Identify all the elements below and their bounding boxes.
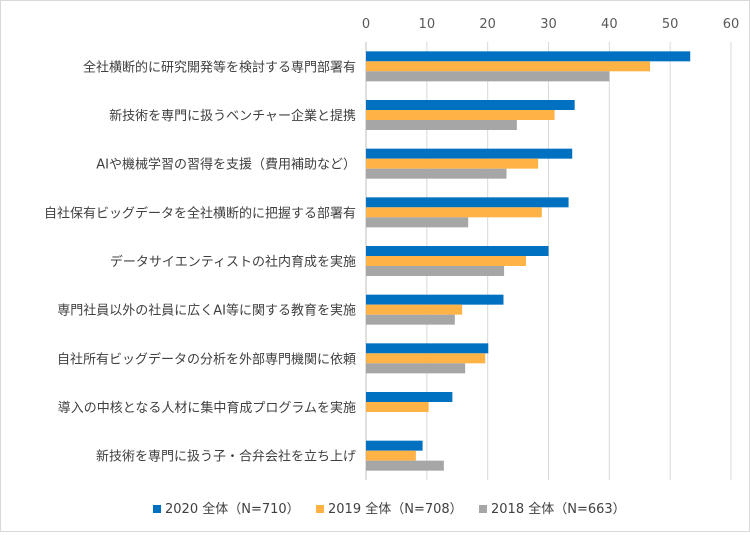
bar-2020 xyxy=(366,100,575,110)
category-label: AIや機械学習の習得を支援（費用補助など） xyxy=(96,157,356,173)
bar-2018 xyxy=(366,266,505,276)
x-tick-label: 10 xyxy=(419,17,436,32)
x-tick-label: 0 xyxy=(362,17,370,32)
x-tick-label: 20 xyxy=(479,17,496,32)
legend-item: 2020 全体（N=710） xyxy=(153,501,300,517)
category-label: 専門社員以外の社員に広くAI等に関する教育を実施 xyxy=(57,303,356,319)
bar-2019 xyxy=(366,402,429,412)
legend-swatch xyxy=(316,505,324,513)
legend-label: 2019 全体（N=708） xyxy=(328,501,463,517)
legend-label: 2018 全体（N=663） xyxy=(491,501,626,517)
bar-2020 xyxy=(366,343,489,354)
bar-2018 xyxy=(366,217,469,228)
legend-item: 2018 全体（N=663） xyxy=(479,501,626,517)
bar-2018 xyxy=(366,460,444,471)
x-tick-label: 40 xyxy=(601,17,618,32)
bar-2019 xyxy=(366,304,463,315)
bar-2020 xyxy=(366,294,504,305)
legend-label: 2020 全体（N=710） xyxy=(165,501,300,517)
bar-2018 xyxy=(366,120,517,130)
x-tick-label: 30 xyxy=(540,17,557,32)
bar-2019 xyxy=(366,158,539,169)
category-label: 自社保有ビッグデータを全社横断的に把握する部署有 xyxy=(44,205,356,221)
bar-2020 xyxy=(366,197,569,208)
bar-2019 xyxy=(366,110,555,120)
category-label: 全社横断的に研究開発等を検討する専門部署有 xyxy=(83,59,356,75)
x-tick-label: 60 xyxy=(723,17,740,32)
bar-2018 xyxy=(366,168,507,179)
x-tick-label: 50 xyxy=(662,17,679,32)
bar-2020 xyxy=(366,51,691,62)
legend-swatch xyxy=(479,505,487,513)
category-label: 新技術を専門に扱う子・合弁会社を立ち上げ xyxy=(96,449,356,465)
legend-swatch xyxy=(153,505,161,513)
category-label: データサイエンティストの社内育成を実施 xyxy=(110,254,356,270)
bar-2019 xyxy=(366,256,526,266)
bar-2020 xyxy=(366,440,423,451)
bar-2018 xyxy=(366,363,466,374)
legend-item: 2019 全体（N=708） xyxy=(316,501,463,517)
bar-2018 xyxy=(366,71,610,82)
bar-2018 xyxy=(366,314,455,325)
bar-2019 xyxy=(366,207,542,218)
category-label: 導入の中核となる人材に集中育成プログラムを実施 xyxy=(58,400,356,416)
bar-2020 xyxy=(366,246,549,256)
bar-2019 xyxy=(366,61,651,72)
category-label: 新技術を専門に扱うベンチャー企業と提携 xyxy=(109,108,356,124)
bar-2020 xyxy=(366,392,453,402)
bar-2020 xyxy=(366,148,573,159)
bar-2019 xyxy=(366,450,416,461)
category-label: 自社所有ビッグデータの分析を外部専門機関に依頼 xyxy=(57,351,356,367)
bar-2019 xyxy=(366,353,486,364)
